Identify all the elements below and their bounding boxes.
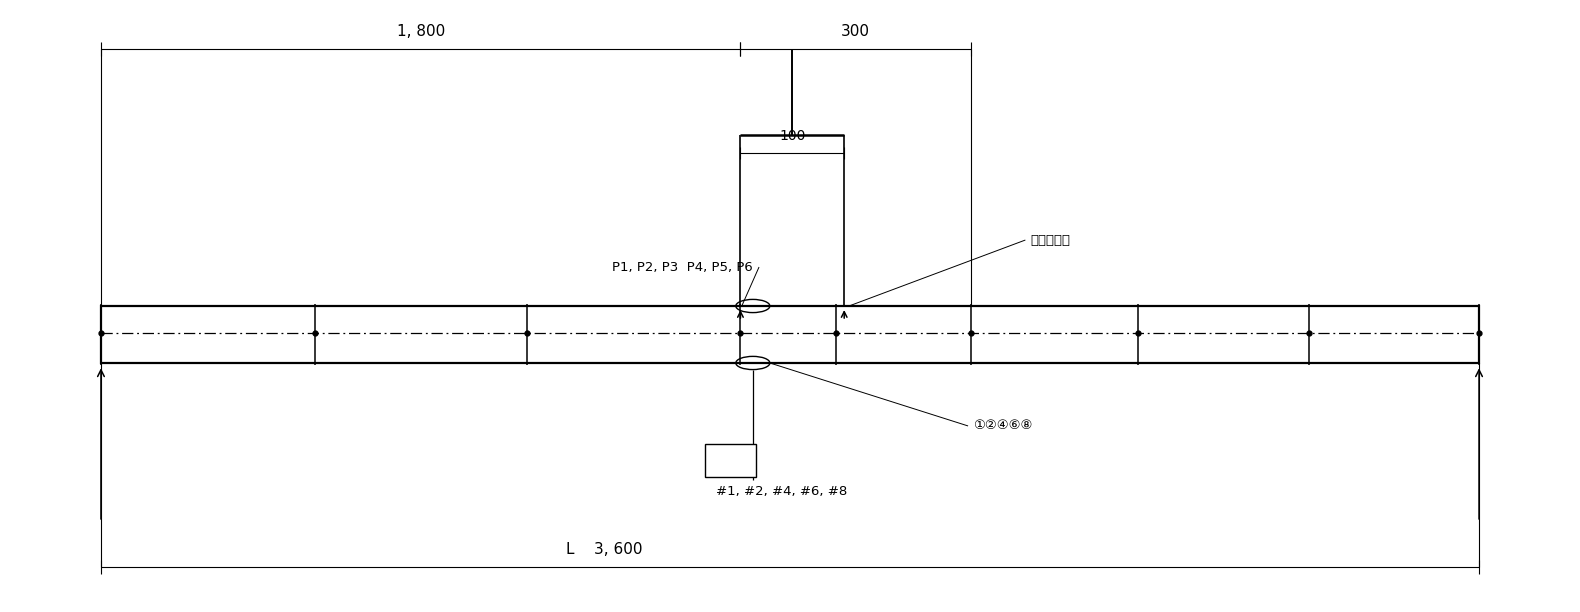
Bar: [705, 444, 755, 477]
Text: 100: 100: [779, 130, 806, 143]
Text: #1, #2, #4, #6, #8: #1, #2, #4, #6, #8: [716, 485, 847, 498]
Text: P1, P2, P3  P4, P5, P6: P1, P2, P3 P4, P5, P6: [611, 261, 752, 274]
Text: ①②④⑥⑧: ①②④⑥⑧: [973, 419, 1032, 433]
Text: L    3, 600: L 3, 600: [566, 542, 643, 557]
Text: ⑪⑫⑭⑯⑱: ⑪⑫⑭⑯⑱: [1030, 234, 1070, 247]
Text: 1, 800: 1, 800: [397, 24, 446, 39]
Bar: [101, 306, 1479, 363]
Text: 300: 300: [841, 24, 871, 39]
